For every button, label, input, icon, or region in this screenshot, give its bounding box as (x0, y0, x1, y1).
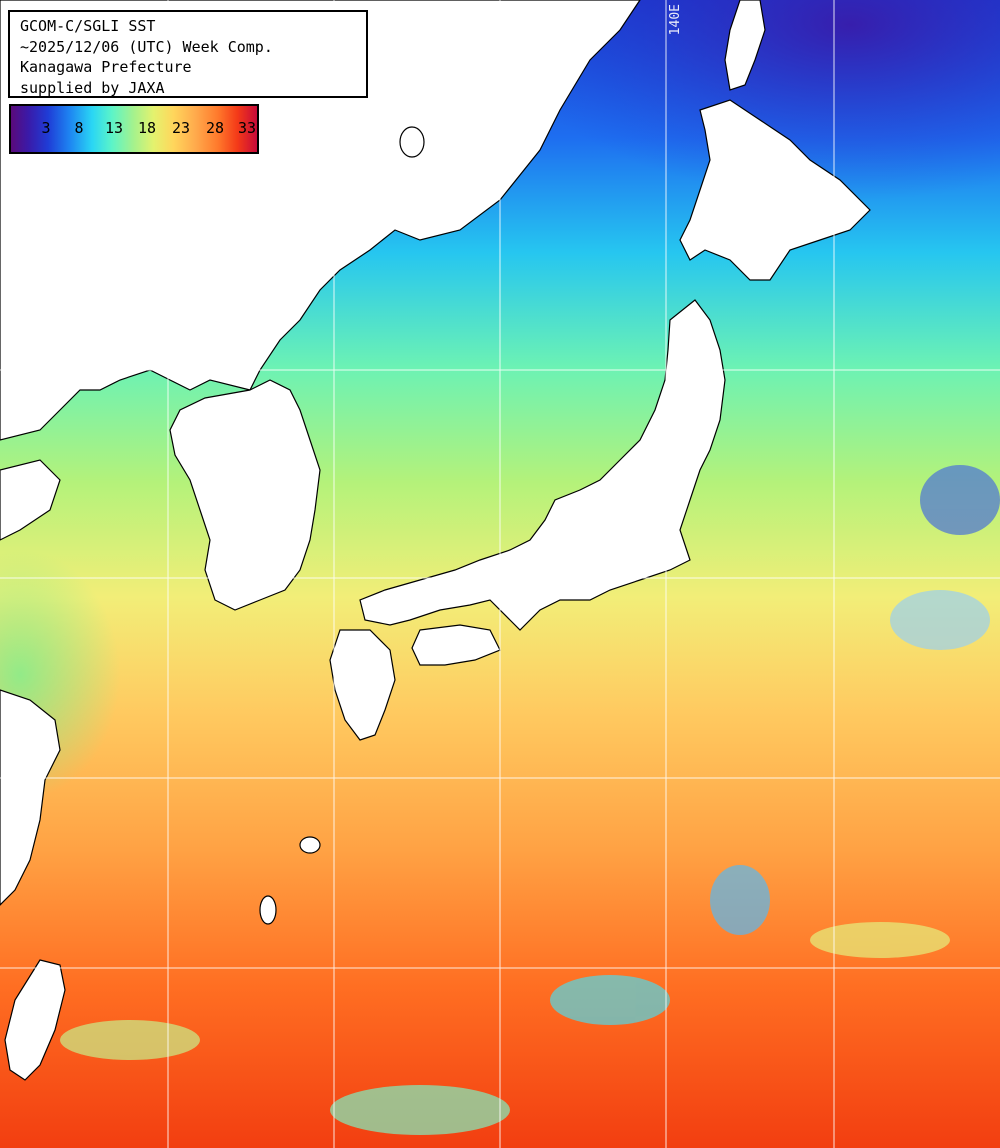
latitude-label: 40N (10, 354, 34, 369)
land-hokkaido (679, 99, 871, 281)
land-china-coast (0, 459, 61, 541)
map-info-box: GCOM-C/SGLI SST ~2025/12/06 (UTC) Week C… (8, 10, 368, 98)
legend-tick: 3 (41, 119, 51, 137)
region-name: Kanagawa Prefecture (20, 58, 192, 76)
land-shikoku (411, 624, 501, 666)
legend-tick: 33 (237, 119, 257, 137)
date-range: ~2025/12/06 (UTC) Week Comp. (20, 37, 273, 56)
land-island (259, 895, 277, 925)
product-title: GCOM-C/SGLI SST (20, 17, 156, 35)
land-honshu (359, 299, 726, 631)
color-scale-legend: 3 8 13 18 23 28 33 (9, 104, 259, 154)
supplier-credit: supplied by JAXA (20, 78, 165, 97)
land-china-south (0, 689, 61, 906)
cloud-patches (60, 465, 1000, 1135)
land-island (299, 836, 321, 854)
legend-tick: 18 (137, 119, 157, 137)
land-kyushu (329, 629, 396, 741)
land-korean-peninsula (169, 379, 321, 611)
land-sakhalin (724, 0, 766, 91)
longitude-label: 140E (668, 4, 683, 36)
legend-tick: 23 (171, 119, 191, 137)
legend-tick: 8 (74, 119, 84, 137)
legend-tick: 13 (104, 119, 124, 137)
land-taiwan (4, 959, 66, 1081)
land-island (399, 126, 425, 158)
legend-tick: 28 (205, 119, 225, 137)
